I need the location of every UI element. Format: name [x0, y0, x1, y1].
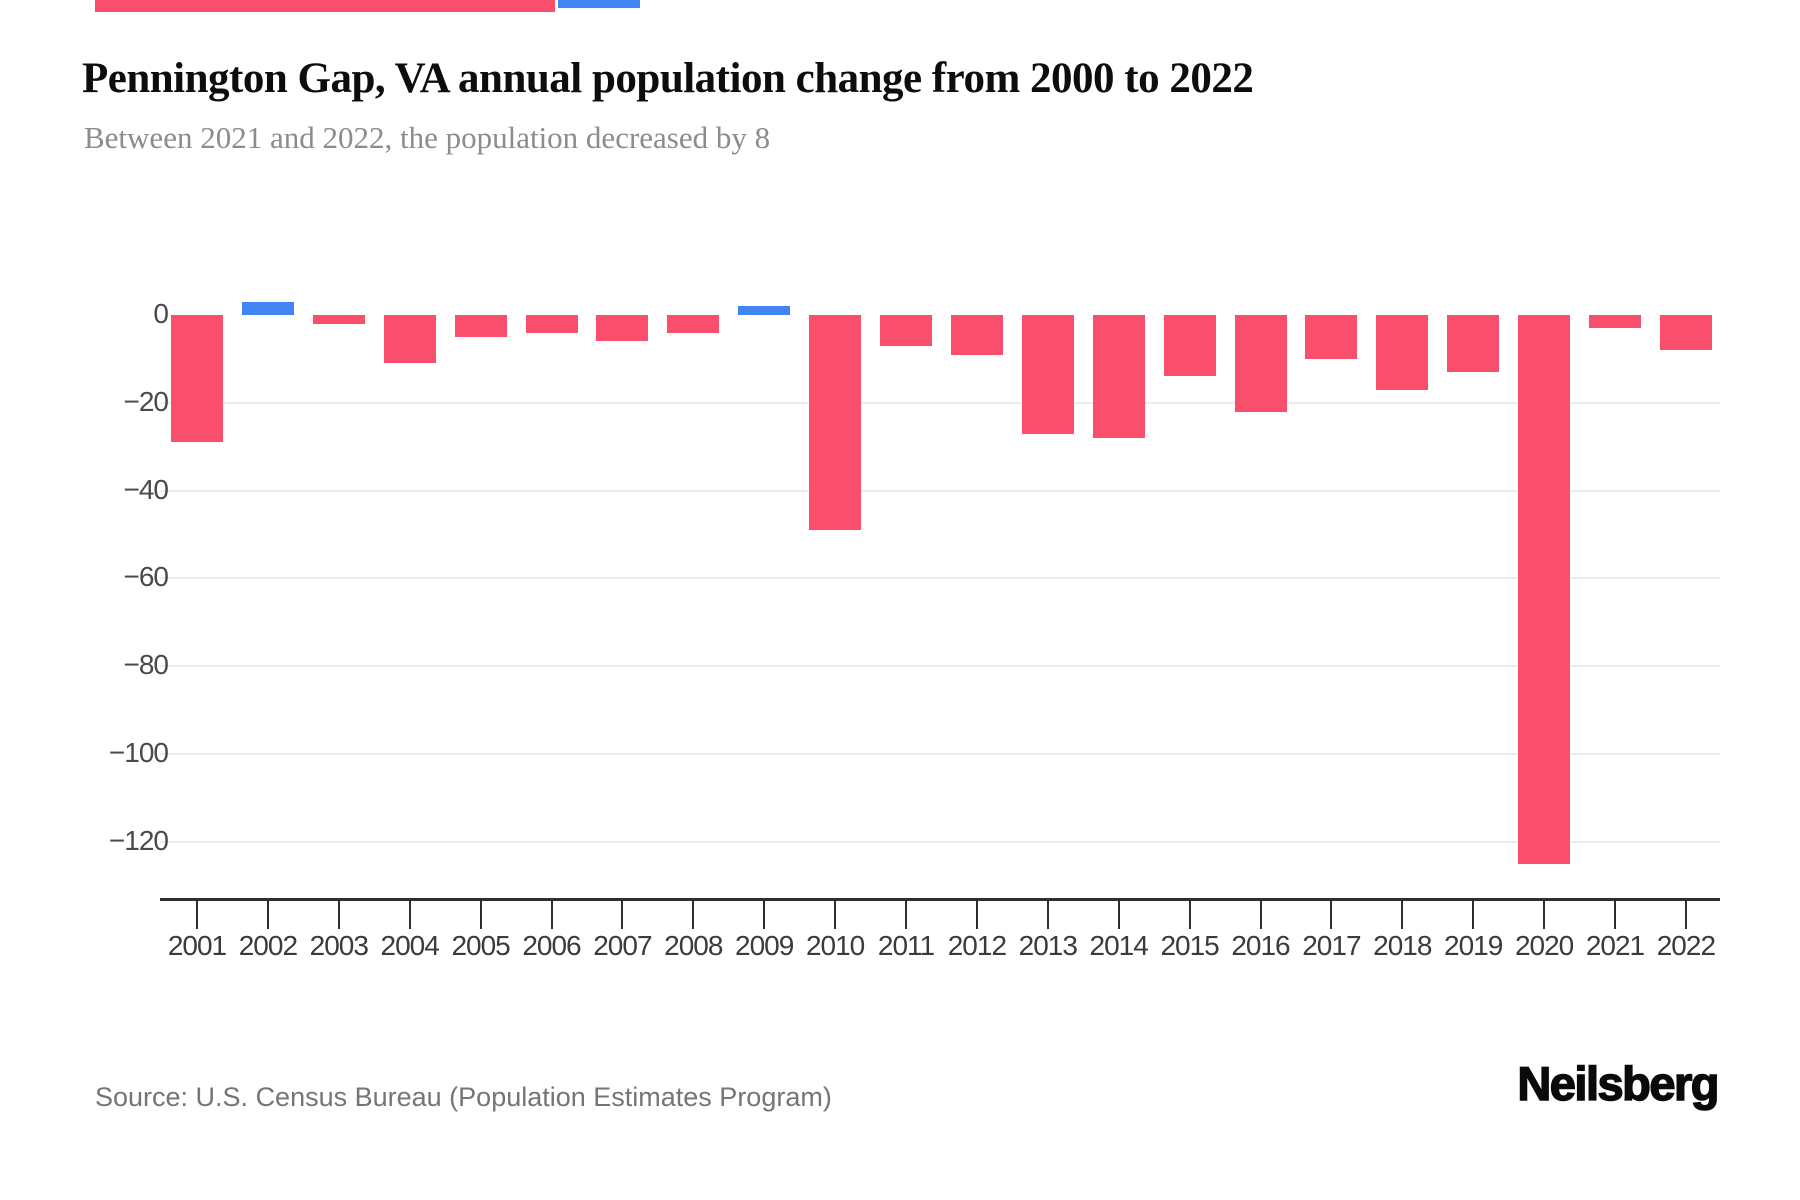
x-tick-2008 — [692, 901, 695, 929]
x-tick-2009 — [763, 901, 766, 929]
y-tick-label-80: −80 — [123, 649, 170, 681]
x-tick-label-2003: 2003 — [309, 930, 369, 961]
bar-2010[interactable] — [809, 315, 862, 531]
x-tick-label-2021: 2021 — [1585, 930, 1645, 961]
bar-2019[interactable] — [1447, 315, 1500, 373]
x-tick-label-2017: 2017 — [1302, 930, 1361, 961]
y-tick-label-100: −100 — [108, 737, 169, 768]
x-tick-2004 — [408, 901, 411, 929]
bar-2012[interactable] — [950, 315, 1003, 355]
x-tick-label-2022: 2022 — [1656, 930, 1716, 961]
x-tick-label-2009: 2009 — [735, 930, 794, 961]
y-tick-label-20: −20 — [123, 385, 170, 417]
bar-2006[interactable] — [525, 315, 578, 333]
bar-2014[interactable] — [1092, 315, 1145, 438]
x-tick-2002 — [266, 901, 269, 929]
x-tick-2013 — [1046, 901, 1049, 929]
bar-2008[interactable] — [667, 315, 720, 333]
x-tick-2017 — [1330, 901, 1333, 929]
x-tick-label-2019: 2019 — [1444, 930, 1503, 961]
x-tick-2011 — [905, 901, 907, 929]
bar-2015[interactable] — [1163, 315, 1216, 377]
y-gridline-20 — [160, 401, 1720, 404]
x-tick-2010 — [834, 901, 837, 929]
x-tick-label-2013: 2013 — [1018, 930, 1078, 961]
x-tick-label-2007: 2007 — [593, 930, 652, 961]
bar-2001[interactable] — [171, 315, 223, 443]
y-tick-label-120: −120 — [108, 824, 169, 856]
x-tick-2006 — [550, 901, 553, 929]
x-tick-label-2010: 2010 — [805, 930, 865, 961]
bar-2017[interactable] — [1305, 315, 1358, 359]
page-title: Pennington Gap, VA annual population cha… — [82, 55, 1254, 102]
x-tick-2020 — [1543, 901, 1546, 929]
y-gridline-80 — [160, 665, 1720, 668]
y-gridline-120 — [160, 840, 1720, 843]
x-tick-2012 — [975, 901, 978, 929]
x-tick-2003 — [337, 901, 340, 929]
bar-2016[interactable] — [1234, 315, 1287, 412]
x-tick-label-2020: 2020 — [1514, 930, 1574, 961]
x-tick-2016 — [1259, 901, 1262, 929]
bar-2018[interactable] — [1376, 315, 1429, 390]
x-tick-label-2016: 2016 — [1231, 930, 1290, 961]
bar-2003[interactable] — [312, 315, 365, 324]
x-tick-2015 — [1188, 901, 1191, 929]
y-tick-label-60: −60 — [123, 561, 170, 593]
x-tick-2014 — [1117, 901, 1120, 929]
bar-2004[interactable] — [383, 315, 436, 364]
y-tick-label-40: −40 — [123, 473, 170, 505]
x-tick-label-2012: 2012 — [947, 930, 1007, 961]
source-note: Source: U.S. Census Bureau (Population E… — [95, 1082, 832, 1112]
y-gridline-60 — [160, 577, 1720, 580]
top-accent-blue-strip — [558, 0, 640, 8]
bar-2021[interactable] — [1589, 315, 1641, 329]
x-tick-2007 — [621, 901, 624, 929]
bar-2011[interactable] — [880, 315, 932, 346]
page-subtitle: Between 2021 and 2022, the population de… — [84, 120, 771, 155]
bar-2005[interactable] — [454, 315, 507, 337]
x-tick-label-2008: 2008 — [664, 930, 723, 961]
bar-2022[interactable] — [1659, 315, 1712, 351]
x-tick-2018 — [1401, 901, 1404, 929]
brand-logo: Neilsberg — [1517, 1056, 1721, 1111]
x-tick-label-2005: 2005 — [451, 930, 510, 961]
bar-2009[interactable] — [738, 306, 791, 315]
y-gridline-100 — [160, 753, 1720, 755]
x-tick-2019 — [1472, 901, 1475, 929]
x-tick-label-2004: 2004 — [380, 930, 440, 961]
bar-2002[interactable] — [241, 301, 294, 315]
x-tick-label-2011: 2011 — [877, 930, 935, 961]
y-tick-label-0: 0 — [153, 298, 169, 329]
bar-2007[interactable] — [596, 315, 649, 342]
y-gridline-40 — [160, 489, 1720, 492]
x-tick-label-2018: 2018 — [1373, 930, 1432, 961]
x-tick-label-2006: 2006 — [522, 930, 581, 961]
x-tick-label-2015: 2015 — [1160, 930, 1219, 961]
bar-2013[interactable] — [1021, 315, 1074, 434]
x-axis-line — [160, 898, 1720, 901]
x-tick-2022 — [1684, 901, 1687, 929]
x-tick-label-2014: 2014 — [1089, 930, 1149, 961]
bar-2020[interactable] — [1518, 315, 1571, 864]
top-accent-red-strip — [95, 0, 555, 12]
x-tick-2005 — [479, 901, 482, 929]
x-tick-2001 — [196, 901, 198, 929]
x-tick-label-2002: 2002 — [238, 930, 298, 961]
x-tick-label-2001: 2001 — [167, 930, 227, 961]
x-tick-2021 — [1614, 901, 1616, 929]
